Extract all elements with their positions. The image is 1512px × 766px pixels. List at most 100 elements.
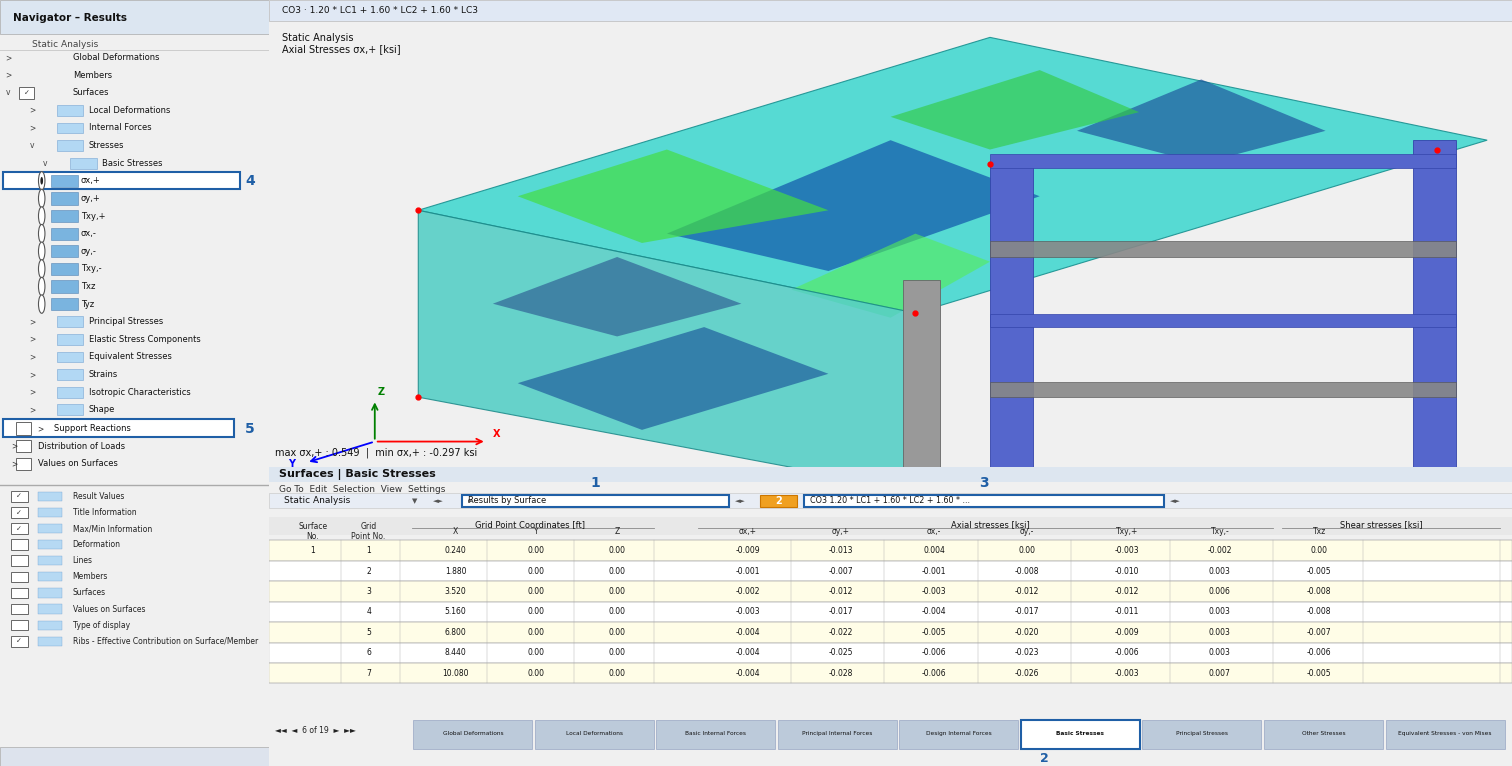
Text: Y: Y: [534, 527, 538, 536]
Text: Members: Members: [73, 70, 112, 80]
Text: -0.008: -0.008: [1306, 587, 1332, 596]
Bar: [38, 572, 62, 581]
Bar: [269, 467, 1512, 483]
Text: Type of display: Type of display: [73, 620, 130, 630]
Bar: [11, 636, 29, 647]
Bar: [17, 422, 30, 434]
Polygon shape: [813, 488, 844, 500]
Text: Txy,+: Txy,+: [80, 211, 106, 221]
Text: -0.023: -0.023: [1015, 648, 1040, 657]
Text: Principal Stresses: Principal Stresses: [89, 317, 163, 326]
Text: Navigator – Results: Navigator – Results: [14, 12, 127, 23]
Bar: [269, 622, 1512, 643]
Bar: [51, 228, 79, 240]
Text: Go To  Edit  Selection  View  Settings: Go To Edit Selection View Settings: [280, 485, 446, 493]
Text: 0.00: 0.00: [528, 567, 544, 575]
Bar: [11, 571, 29, 582]
Text: Surfaces: Surfaces: [73, 88, 109, 97]
Text: 6: 6: [366, 648, 370, 657]
Bar: [903, 280, 940, 538]
Text: -0.017: -0.017: [829, 607, 853, 617]
Text: -0.010: -0.010: [1114, 567, 1139, 575]
Bar: [11, 555, 29, 566]
Text: 4: 4: [245, 174, 254, 188]
Text: Global Deformations: Global Deformations: [443, 731, 503, 736]
Bar: [17, 457, 30, 470]
Text: Txy,-: Txy,-: [80, 264, 101, 273]
Circle shape: [38, 295, 45, 313]
Text: Z: Z: [378, 387, 384, 397]
Text: Static Analysis: Static Analysis: [281, 33, 354, 44]
Text: Values on Surfaces: Values on Surfaces: [38, 460, 118, 468]
Text: Elastic Stress Components: Elastic Stress Components: [89, 335, 201, 344]
Bar: [70, 158, 97, 169]
Bar: [269, 643, 1512, 663]
Polygon shape: [534, 488, 564, 500]
Text: 1: 1: [591, 476, 600, 490]
Text: -0.003: -0.003: [1114, 546, 1139, 555]
Text: -0.006: -0.006: [1114, 648, 1139, 657]
Bar: [11, 588, 29, 598]
Bar: [51, 263, 79, 275]
Bar: [990, 241, 1456, 257]
Bar: [0, 747, 269, 766]
Text: -0.025: -0.025: [829, 648, 853, 657]
Text: Results by Surface: Results by Surface: [469, 496, 546, 506]
Text: Y: Y: [287, 460, 295, 470]
Bar: [51, 175, 79, 187]
Text: CO3 1.20 * LC1 + 1.60 * LC2 + 1.60 * ...: CO3 1.20 * LC1 + 1.60 * LC2 + 1.60 * ...: [810, 496, 969, 506]
Text: 10.080: 10.080: [443, 669, 469, 678]
Text: Equivalent Stresses: Equivalent Stresses: [89, 352, 172, 362]
Text: -0.001: -0.001: [922, 567, 947, 575]
Text: -0.003: -0.003: [735, 607, 761, 617]
Text: 0.00: 0.00: [609, 607, 626, 617]
Text: 0.00: 0.00: [528, 546, 544, 555]
Text: σy,+: σy,+: [832, 527, 850, 536]
Text: 2: 2: [366, 567, 370, 575]
Bar: [461, 495, 729, 507]
Text: >: >: [30, 352, 36, 362]
Bar: [38, 588, 62, 597]
Text: -0.008: -0.008: [1306, 607, 1332, 617]
Bar: [11, 507, 29, 518]
Text: ✓: ✓: [15, 509, 21, 516]
Text: >: >: [30, 317, 36, 326]
Polygon shape: [493, 257, 741, 336]
Bar: [269, 493, 1512, 509]
Text: -0.007: -0.007: [1306, 628, 1332, 637]
Text: 0.003: 0.003: [1210, 607, 1231, 617]
Bar: [0, 0, 269, 34]
Bar: [900, 720, 1019, 748]
Text: ◄►: ◄►: [1170, 498, 1181, 504]
Text: Local Deformations: Local Deformations: [89, 106, 171, 115]
Text: σx,+: σx,+: [80, 176, 100, 185]
Text: σx,-: σx,-: [927, 527, 942, 536]
Text: Txz: Txz: [1312, 527, 1326, 536]
Text: 0.003: 0.003: [1210, 648, 1231, 657]
Text: 0.007: 0.007: [1210, 669, 1231, 678]
Text: 0.00: 0.00: [1311, 546, 1328, 555]
Text: 8.440: 8.440: [445, 648, 466, 657]
Bar: [656, 720, 776, 748]
Bar: [3, 172, 239, 189]
Text: 1: 1: [310, 546, 314, 555]
Text: Static Analysis: Static Analysis: [284, 496, 351, 506]
Polygon shape: [1356, 483, 1387, 496]
Text: Basic Internal Forces: Basic Internal Forces: [685, 731, 747, 736]
Text: Principal Internal Forces: Principal Internal Forces: [803, 731, 872, 736]
Circle shape: [38, 224, 45, 243]
Polygon shape: [517, 149, 829, 243]
Text: >: >: [30, 106, 36, 115]
Bar: [38, 637, 62, 646]
Text: 0.00: 0.00: [609, 648, 626, 657]
Bar: [38, 524, 62, 533]
Bar: [51, 245, 79, 257]
Bar: [38, 620, 62, 630]
Text: >: >: [30, 123, 36, 133]
Circle shape: [38, 207, 45, 225]
Text: 0.00: 0.00: [528, 648, 544, 657]
Text: 0.004: 0.004: [924, 546, 945, 555]
Text: σy,+: σy,+: [80, 194, 100, 203]
Text: 6.800: 6.800: [445, 628, 466, 637]
Text: -0.007: -0.007: [829, 567, 853, 575]
